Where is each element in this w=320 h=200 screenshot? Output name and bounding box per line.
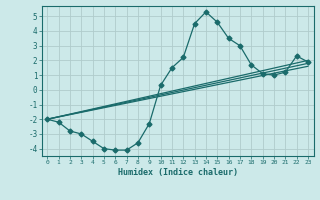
X-axis label: Humidex (Indice chaleur): Humidex (Indice chaleur)	[118, 168, 237, 177]
